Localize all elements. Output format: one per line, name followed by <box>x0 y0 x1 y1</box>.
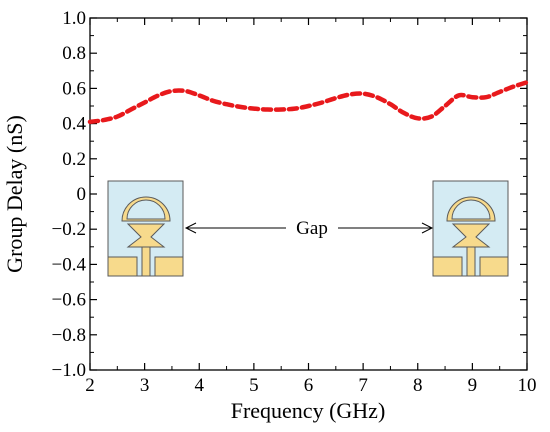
antenna-inset-left <box>107 180 184 277</box>
y-tick-label: 0 <box>77 184 87 205</box>
x-tick-label: 6 <box>304 375 314 396</box>
gap-annotation: Gap <box>184 218 434 239</box>
inset-ground-left <box>432 256 463 277</box>
y-tick-label: 0.4 <box>62 114 86 135</box>
series-layer <box>87 79 530 125</box>
inset-ring-hole <box>126 199 166 220</box>
x-axis-title: Frequency (GHz) <box>231 398 386 423</box>
y-tick-label: −0.6 <box>52 290 86 311</box>
x-tick-label: 5 <box>249 375 259 396</box>
gap-arrow-right-head <box>421 222 434 234</box>
inset-feed <box>141 246 151 277</box>
x-tick-label: 4 <box>195 375 205 396</box>
inset-bowtie <box>126 223 166 248</box>
y-tick-label: 0.2 <box>62 149 86 170</box>
y-tick-label: −0.8 <box>52 325 86 346</box>
y-tick-label: −0.2 <box>52 219 86 240</box>
y-axis: −1.0 −0.8 −0.6 −0.4 −0.2 0 0.2 0.4 0.6 0.8 1.0 <box>52 8 527 381</box>
inset-ground-right <box>479 256 509 277</box>
y-axis-title: Group Delay (nS) <box>2 115 27 273</box>
x-tick-label: 8 <box>413 375 423 396</box>
x-tick-label: 7 <box>358 375 368 396</box>
x-tick-label: 10 <box>518 375 537 396</box>
gap-label: Gap <box>296 218 328 239</box>
y-tick-label: 1.0 <box>62 8 86 29</box>
y-tick-label: −0.4 <box>52 254 87 275</box>
x-tick-label: 2 <box>85 375 95 396</box>
y-tick-label: 0.8 <box>62 43 86 64</box>
antenna-inset-right <box>432 180 509 277</box>
gap-arrow-left-head <box>184 222 197 234</box>
x-tick-label: 3 <box>140 375 150 396</box>
y-tick-label: 0.6 <box>62 78 86 99</box>
x-tick-label: 9 <box>468 375 478 396</box>
inset-bowtie <box>451 223 491 248</box>
series-line-group-delay <box>87 79 530 125</box>
y-tick-label: −1.0 <box>52 360 86 381</box>
inset-ring-hole <box>451 199 491 220</box>
inset-ground-left <box>107 256 138 277</box>
inset-ground-right <box>154 256 184 277</box>
x-axis: 2 3 4 5 6 7 8 9 10 <box>85 18 537 396</box>
inset-feed <box>466 246 476 277</box>
